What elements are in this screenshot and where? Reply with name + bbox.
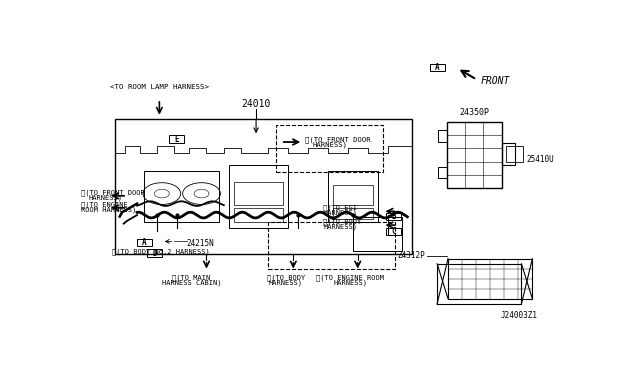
Bar [276, 125, 383, 172]
Bar [169, 135, 184, 143]
Bar [234, 182, 284, 205]
Text: ⓗ(TO BODY No.2 HARNESS): ⓗ(TO BODY No.2 HARNESS) [112, 248, 210, 255]
Text: J24003Z1: J24003Z1 [500, 311, 538, 320]
Text: ⓙ(TO BODY: ⓙ(TO BODY [267, 275, 305, 281]
Text: 24010: 24010 [241, 99, 271, 109]
Text: 24350P: 24350P [460, 108, 490, 117]
Bar [234, 208, 284, 222]
Text: A: A [435, 63, 440, 72]
Bar [353, 217, 403, 251]
Text: ⓘ(TO FRONT DOOR: ⓘ(TO FRONT DOOR [305, 137, 371, 143]
Bar [328, 171, 378, 222]
Bar [333, 185, 372, 205]
Text: HARNESS): HARNESS) [269, 280, 303, 286]
Bar [115, 119, 412, 254]
Bar [429, 64, 445, 71]
Text: B: B [391, 212, 396, 221]
Text: ⓘ(TO BODY: ⓘ(TO BODY [323, 218, 362, 225]
Text: HARNESS): HARNESS) [323, 209, 357, 216]
Bar [386, 213, 401, 220]
Bar [333, 208, 372, 219]
Text: D: D [152, 248, 157, 258]
Text: ⓔ(TO ENGINE ROOM: ⓔ(TO ENGINE ROOM [316, 275, 384, 281]
Bar [506, 146, 523, 162]
Text: ROOM HARNESS): ROOM HARNESS) [81, 207, 136, 214]
Bar [229, 165, 288, 228]
Text: ⓝ(TO MAIN: ⓝ(TO MAIN [172, 275, 211, 281]
Bar [386, 228, 401, 235]
Text: HARNESS): HARNESS) [323, 223, 357, 230]
Text: ⓚ(TO FRONT DOOR: ⓚ(TO FRONT DOOR [81, 190, 145, 196]
Text: 25410U: 25410U [527, 155, 554, 164]
Bar [269, 222, 395, 269]
Bar [438, 130, 447, 142]
Text: HARNESS): HARNESS) [333, 280, 367, 286]
Bar [145, 171, 219, 222]
Bar [438, 167, 447, 178]
Bar [137, 238, 152, 246]
Text: ⓖ(TO EGI: ⓖ(TO EGI [323, 205, 357, 211]
Text: <TO ROOM LAMP HARNESS>: <TO ROOM LAMP HARNESS> [110, 84, 209, 90]
Text: E: E [175, 135, 179, 144]
Bar [447, 122, 502, 188]
Bar [502, 144, 515, 165]
Text: C: C [391, 227, 396, 236]
Text: HARNESS CABIN): HARNESS CABIN) [162, 280, 221, 286]
Text: A: A [142, 238, 147, 247]
Text: HARNESS): HARNESS) [89, 195, 123, 201]
Text: HARNESS): HARNESS) [312, 142, 347, 148]
Text: Ⓒ(TO ENGINE: Ⓒ(TO ENGINE [81, 202, 128, 208]
Text: Z4312P: Z4312P [397, 251, 425, 260]
Text: 24215N: 24215N [187, 239, 214, 248]
Bar [147, 250, 162, 257]
Text: FRONT: FRONT [481, 76, 510, 86]
